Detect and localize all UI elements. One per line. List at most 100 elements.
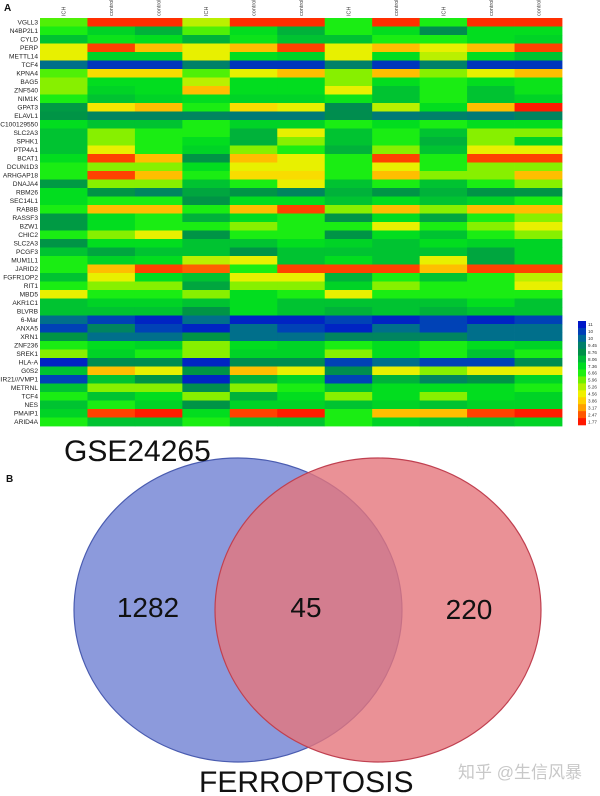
- heatmap-cell: [419, 375, 468, 384]
- row-label: BLVRB: [17, 309, 39, 316]
- heatmap-cell: [87, 162, 136, 172]
- row-label: XRN1: [20, 334, 38, 341]
- heatmap-cell: [514, 111, 563, 121]
- heatmap-cell: [40, 213, 88, 223]
- row-label: BZW1: [20, 224, 39, 231]
- heatmap-cell: [419, 69, 468, 78]
- heatmap-cell: [514, 256, 563, 265]
- row-label: AKR1C1: [12, 300, 38, 307]
- row-label: METTL14: [9, 54, 38, 61]
- row-label: TCF4: [22, 62, 39, 69]
- heatmap-cell: [182, 171, 231, 180]
- heatmap-cell: [182, 315, 231, 325]
- heatmap-cell: [40, 256, 88, 265]
- heatmap-cell: [40, 196, 88, 206]
- heatmap-cell: [134, 26, 183, 36]
- row-label: G0S2: [21, 368, 38, 375]
- heatmap-cell: [514, 103, 563, 112]
- row-label: RIT1: [24, 283, 39, 290]
- heatmap-cell: [324, 256, 373, 265]
- heatmap-cell: [419, 315, 468, 325]
- heatmap-cell: [229, 171, 278, 180]
- heatmap-cell: [87, 179, 136, 189]
- heatmap-cell: [182, 26, 231, 36]
- heatmap-cell: [419, 179, 468, 189]
- heatmap-cell: [419, 77, 468, 87]
- heatmap-cell: [467, 400, 515, 410]
- heatmap-cell: [182, 392, 231, 401]
- heatmap-cell: [467, 349, 515, 359]
- heatmap-cell: [467, 332, 515, 342]
- row-label: SPHK1: [16, 139, 38, 146]
- heatmap-cell: [324, 222, 373, 231]
- heatmap-cell: [182, 77, 231, 87]
- heatmap-cell: [134, 239, 183, 248]
- heatmap-cell: [514, 349, 563, 359]
- heatmap-cell: [87, 375, 136, 384]
- row-label: 6-Mar: [21, 317, 39, 324]
- heatmap-cell: [134, 349, 183, 359]
- heatmap-cell: [514, 247, 563, 257]
- heatmap-cell: [514, 179, 563, 189]
- heatmap-cell: [419, 171, 468, 180]
- row-label: ZNF236: [14, 343, 38, 350]
- heatmap-cell: [229, 375, 278, 384]
- heatmap-cell: [229, 290, 278, 299]
- heatmap-cell: [87, 341, 136, 350]
- heatmap-cell: [229, 264, 278, 274]
- heatmap-cell: [40, 417, 88, 427]
- heatmap-cell: [277, 298, 326, 308]
- heatmap-cell: [40, 111, 88, 121]
- heatmap-cell: [182, 205, 231, 214]
- heatmap-cell: [324, 196, 373, 206]
- heatmap-cell: [419, 26, 468, 36]
- heatmap-cell: [229, 239, 278, 248]
- heatmap-cell: [40, 298, 88, 308]
- color-legend: 1110109.458.768.067.366.665.965.264.563.…: [578, 321, 597, 426]
- heatmap-cell: [40, 26, 88, 36]
- legend-swatch: [578, 397, 586, 405]
- heatmap-cell: [467, 60, 515, 70]
- heatmap-cell: [134, 315, 183, 325]
- column-label: ICH: [204, 7, 210, 17]
- heatmap-cell: [134, 86, 183, 95]
- heatmap-cell: [277, 77, 326, 87]
- panel-b-label: B: [6, 474, 13, 485]
- legend-swatch: [578, 369, 586, 377]
- venn-label-gse24265: GSE24265: [64, 435, 211, 468]
- heatmap-cell: [324, 273, 373, 282]
- heatmap-cell: [40, 222, 88, 231]
- heatmap-cell: [324, 69, 373, 78]
- heatmap-cell: [229, 409, 278, 418]
- heatmap-cell: [87, 60, 136, 70]
- heatmap-cell: [324, 188, 373, 197]
- heatmap-cell: [514, 307, 563, 316]
- heatmap-cell: [229, 298, 278, 308]
- heatmap-cell: [229, 111, 278, 121]
- heatmap-cell: [87, 273, 136, 282]
- heatmap-cell: [277, 332, 326, 342]
- row-label: SLC2A3: [13, 241, 38, 248]
- heatmap-cell: [134, 60, 183, 70]
- heatmap-cell: [419, 188, 468, 197]
- heatmap-cell: [324, 247, 373, 257]
- row-label: KPNA4: [16, 71, 38, 78]
- heatmap-cell: [324, 264, 373, 274]
- heatmap-cell: [229, 162, 278, 172]
- heatmap-cell: [134, 205, 183, 214]
- heatmap-cell: [467, 35, 515, 44]
- heatmap-cell: [229, 43, 278, 53]
- heatmap-cell: [419, 247, 468, 257]
- heatmap-cell: [372, 162, 421, 172]
- heatmap-cell: [40, 392, 88, 401]
- heatmap-cell: [419, 307, 468, 316]
- heatmap-cell: [419, 162, 468, 172]
- heatmap-cell: [40, 120, 88, 129]
- heatmap-cell: [419, 324, 468, 333]
- heatmap-cell: [372, 196, 421, 206]
- heatmap-cell: [514, 120, 563, 129]
- legend-tick-label: 5.26: [588, 385, 597, 390]
- heatmap-cell: [277, 137, 326, 146]
- heatmap-cell: [324, 162, 373, 172]
